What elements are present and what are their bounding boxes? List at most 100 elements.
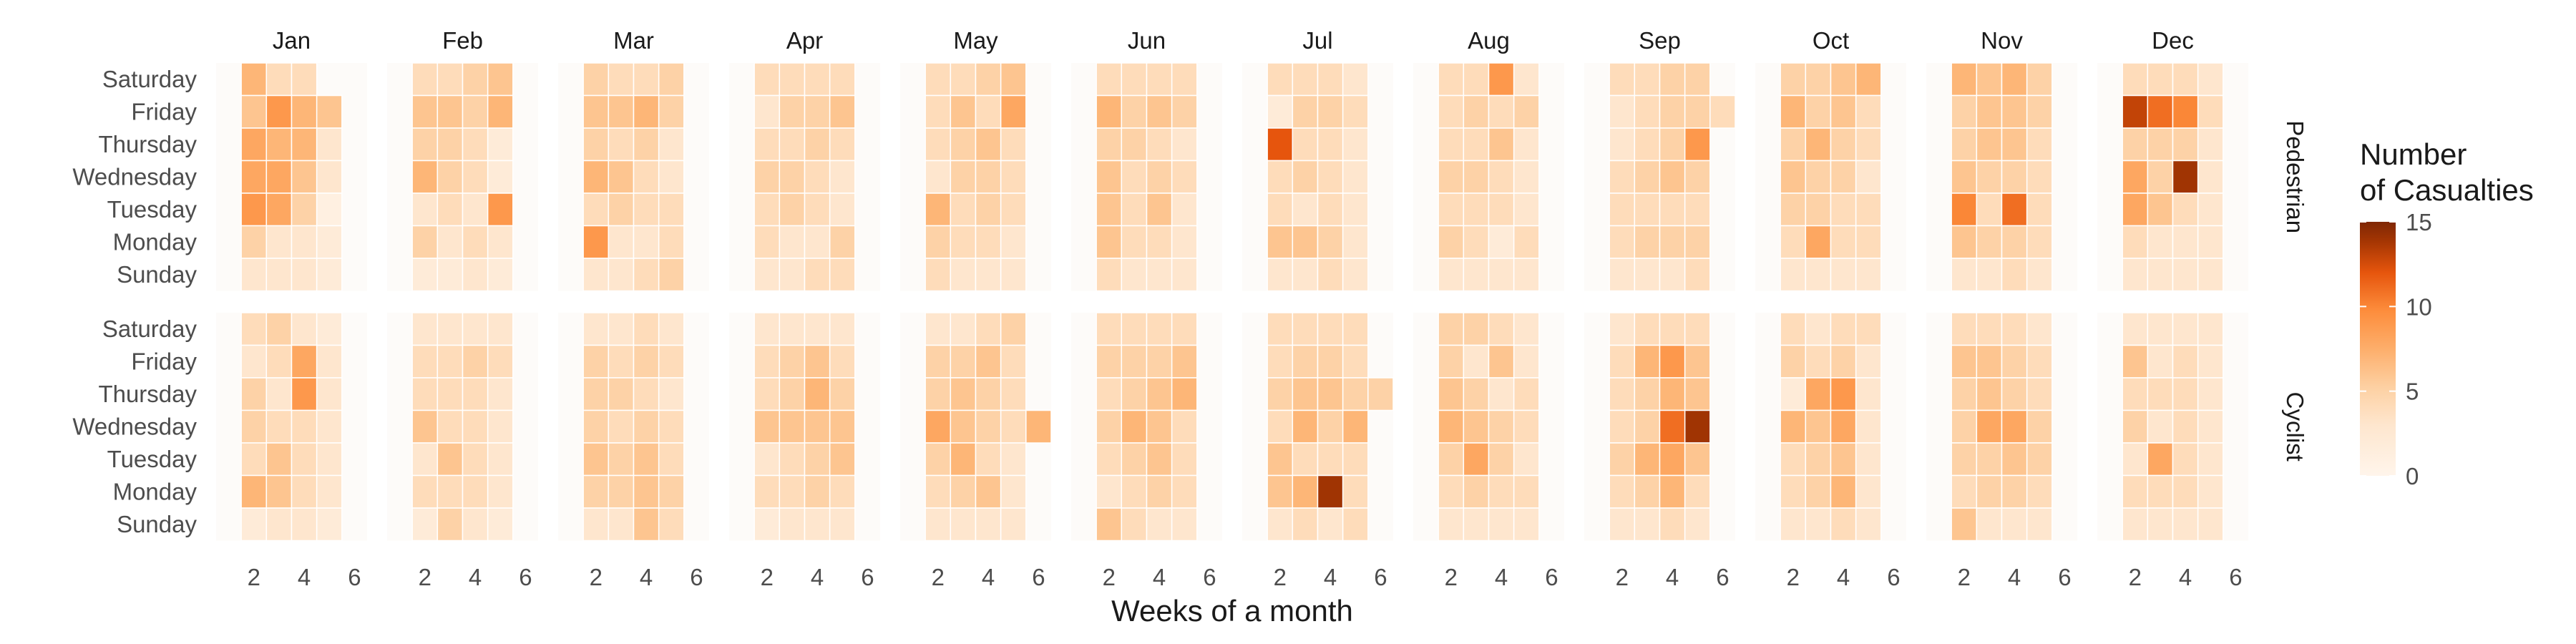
heatmap-cell: Pedestrian Aug Thursday week 2: 4 [1438,127,1465,162]
panel-pedestrian-aug: Pedestrian Aug Saturday week 2: 4Pedestr… [1413,62,1564,292]
heatmap-cell: Pedestrian Mar Thursday week 3: 4 [608,127,635,162]
day-label: Wednesday [72,163,197,190]
heatmap-cell: Pedestrian Jul Wednesday week 4: 4 [1317,160,1344,194]
heatmap-cell: Cyclist Sep Sunday week 2: 3 [1609,507,1636,542]
x-tick-label: 4 [640,564,653,590]
heatmap-cell: Cyclist Aug Wednesday week 4: 5 [1488,409,1515,444]
heatmap-cell: Pedestrian Jun Sunday week 3: 3 [1121,258,1148,292]
heatmap-cell: Cyclist May Monday week 4: 6 [975,474,1002,509]
heatmap-cell: Pedestrian Jul Thursday week 5: 3 [1342,127,1369,162]
month-label: Jul [1302,27,1332,54]
heatmap-cell: Pedestrian Jul Friday week 2: 2 [1267,94,1294,129]
heatmap-cell: Cyclist Feb Wednesday week 4: 4 [462,409,489,444]
panel-pedestrian-dec: Pedestrian Dec Saturday week 2: 4Pedestr… [2097,62,2248,292]
heatmap-cell: Pedestrian Jun Monday week 4: 4 [1146,225,1173,259]
heatmap-cell: Cyclist Jan Thursday week 3: 3 [265,377,293,411]
heatmap-cell: Pedestrian Jan Saturday week 3: 4 [265,62,293,97]
heatmap-cell: Pedestrian May Sunday week 2: 4 [924,258,952,292]
heatmap-cell: Cyclist Jul Wednesday week 3: 7 [1292,409,1319,444]
heatmap-cell: Pedestrian Jun Wednesday week 2: 6 [1096,160,1123,194]
heatmap-cell: Cyclist Mar Wednesday week 5: 4 [658,409,685,444]
heatmap-cell: Pedestrian Aug Sunday week 5: 3 [1513,258,1540,292]
heatmap-cell: Cyclist Jul Thursday week 4: 6 [1317,377,1344,411]
heatmap-cell: Pedestrian Jun Friday week 5: 5 [1171,94,1198,129]
heatmap-cell: Cyclist Apr Saturday week 2: 3 [753,312,781,346]
panel-cyclist-mar: Cyclist Mar Saturday week 2: 3Cyclist Ma… [558,312,709,542]
heatmap-cell: Pedestrian Mar Saturday week 4: 4 [633,62,660,97]
heatmap-cell: Cyclist Nov Tuesday week 5: 5 [2026,442,2053,477]
heatmap-cell: Pedestrian Jan Thursday week 2: 8 [240,127,268,162]
heatmap-cell: Cyclist Oct Friday week 2: 5 [1780,344,1807,379]
heatmap-cell: Cyclist Sep Tuesday week 5: 6 [1684,442,1711,477]
heatmap-cell: Cyclist Nov Friday week 4: 5 [2001,344,2028,379]
heatmap-cell: Cyclist Nov Saturday week 4: 4 [2001,312,2028,346]
heatmap-cell: Pedestrian May Wednesday week 3: 5 [950,160,977,194]
heatmap-cell: Pedestrian Apr Thursday week 2: 4 [753,127,781,162]
heatmap-cell: Cyclist Jan Tuesday week 4: 4 [291,442,318,477]
heatmap-cell: Cyclist Mar Friday week 3: 4 [608,344,635,379]
heatmap-cell: Cyclist May Saturday week 4: 4 [975,312,1002,346]
heatmap-cell: Cyclist Oct Tuesday week 2: 4 [1780,442,1807,477]
heatmap-cell: Pedestrian Sep Friday week 6: 4 [1709,94,1736,129]
heatmap-cell: Cyclist May Monday week 3: 5 [950,474,977,509]
heatmap-cell: Cyclist Aug Saturday week 2: 5 [1438,312,1465,346]
heatmap-cell: Pedestrian May Saturday week 5: 6 [1000,62,1027,97]
x-tick-label: 6 [690,564,703,590]
heatmap-cell: Pedestrian Jul Monday week 4: 5 [1317,225,1344,259]
heatmap-cell: Cyclist Jun Wednesday week 3: 7 [1121,409,1148,444]
heatmap-cell: Cyclist Mar Saturday week 2: 3 [582,312,610,346]
day-label: Wednesday [72,413,197,439]
heatmap-cell: Cyclist Apr Thursday week 5: 5 [829,377,856,411]
heatmap-cell: Pedestrian Jul Saturday week 5: 3 [1342,62,1369,97]
heatmap-cell: Cyclist May Monday week 5: 3 [1000,474,1027,509]
heatmap-cell: Cyclist Oct Thursday week 3: 8 [1805,377,1832,411]
heatmap-cell: Pedestrian May Monday week 5: 3 [1000,225,1027,259]
heatmap-cell: Cyclist May Saturday week 2: 3 [924,312,952,346]
heatmap-cell: Cyclist Apr Thursday week 2: 4 [753,377,781,411]
heatmap-cell: Cyclist Jul Thursday week 2: 5 [1267,377,1294,411]
heatmap-cell: Pedestrian Mar Friday week 4: 7 [633,94,660,129]
heatmap-cell: Cyclist May Monday week 2: 4 [924,474,952,509]
heatmap-cell: Pedestrian Aug Wednesday week 4: 4 [1488,160,1515,194]
heatmap-cell: Pedestrian Jun Thursday week 5: 3 [1171,127,1198,162]
heatmap-cell: Cyclist Dec Wednesday week 5: 3 [2197,409,2224,444]
panel-pedestrian-jun: Pedestrian Jun Saturday week 2: 4Pedestr… [1071,62,1222,292]
x-tick-label: 2 [932,564,945,590]
heatmap-cell: Cyclist Dec Monday week 5: 3 [2197,474,2224,509]
heatmap-cell: Pedestrian Aug Monday week 3: 4 [1463,225,1490,259]
x-tick-label: 4 [982,564,995,590]
heatmap-cell: Cyclist Mar Saturday week 3: 3 [608,312,635,346]
heatmap-cell: Pedestrian Oct Tuesday week 2: 5 [1780,192,1807,227]
month-label: Aug [1468,27,1510,54]
panel-pedestrian-apr: Pedestrian Apr Saturday week 2: 4Pedestr… [729,62,880,292]
heatmap-cell: Cyclist Apr Tuesday week 2: 3 [753,442,781,477]
heatmap-cell: Pedestrian Jul Monday week 3: 6 [1292,225,1319,259]
heatmap-cell: Pedestrian Jan Wednesday week 4: 6 [291,160,318,194]
facet-cyclist: Cyclist Jan Saturday week 2: 4Cyclist Ja… [216,312,2248,542]
heatmap-cell: Cyclist Jan Wednesday week 4: 4 [291,409,318,444]
heatmap-cell: Cyclist Apr Saturday week 4: 3 [804,312,831,346]
heatmap-cell: Pedestrian Dec Thursday week 3: 5 [2147,127,2174,162]
heatmap-cell: Pedestrian Jan Sunday week 4: 3 [291,258,318,292]
heatmap-cell: Pedestrian Dec Wednesday week 4: 14 [2172,160,2199,194]
heatmap-cell: Cyclist Dec Wednesday week 3: 3 [2147,409,2174,444]
heatmap-cell: Cyclist Jul Monday week 5: 4 [1342,474,1369,509]
heatmap-cell: Cyclist Apr Thursday week 4: 7 [804,377,831,411]
heatmap-cell: Cyclist Jun Saturday week 4: 4 [1146,312,1173,346]
heatmap-cell: Pedestrian Apr Thursday week 4: 5 [804,127,831,162]
heatmap-cell: Pedestrian Jul Monday week 5: 3 [1342,225,1369,259]
x-tick-label: 6 [519,564,532,590]
heatmap-cell: Cyclist Mar Tuesday week 5: 4 [658,442,685,477]
heatmap-cell: Cyclist Jul Wednesday week 2: 4 [1267,409,1294,444]
panel-cyclist-jul: Cyclist Jul Saturday week 2: 4Cyclist Ju… [1242,312,1394,542]
heatmap-cell: Pedestrian Oct Sunday week 2: 3 [1780,258,1807,292]
panel-pedestrian-jan: Pedestrian Jan Saturday week 2: 7Pedestr… [216,62,367,292]
heatmap-cell: Pedestrian Apr Friday week 5: 6 [829,94,856,129]
heatmap-cell: Pedestrian Jul Sunday week 2: 3 [1267,258,1294,292]
heatmap-cell: Cyclist Jul Tuesday week 3: 4 [1292,442,1319,477]
axis-labels: Jan Feb Mar Apr May Jun Jul Aug Sep Oct Nov Dec Satu… [72,27,2308,590]
heatmap-cell: Pedestrian Jun Thursday week 4: 4 [1146,127,1173,162]
heatmap-cell: Pedestrian Mar Thursday week 5: 3 [658,127,685,162]
heatmap-cell: Cyclist Jul Thursday week 3: 6 [1292,377,1319,411]
